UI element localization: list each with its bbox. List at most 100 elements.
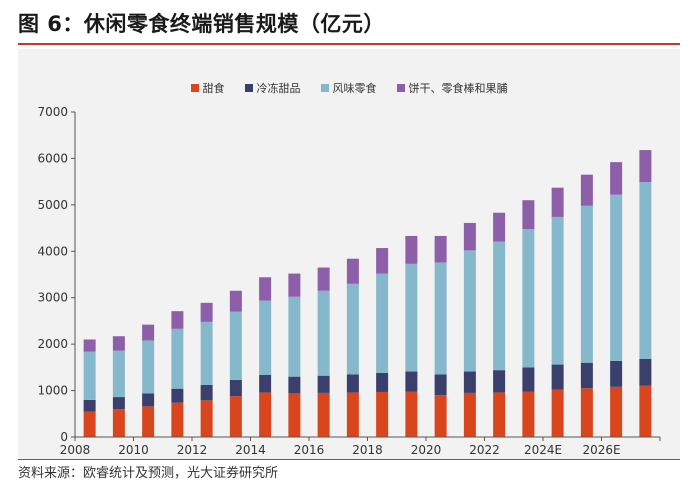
x-tick-label: 2014: [235, 443, 266, 457]
bar-segment: [142, 340, 155, 394]
bar-segment: [200, 302, 213, 322]
bar-segment: [639, 359, 652, 386]
bar-segment: [317, 290, 330, 376]
bar-segment: [551, 364, 564, 390]
x-tick-label: 2008: [60, 443, 91, 457]
bar-segment: [112, 350, 125, 398]
legend-label: 风味零食: [332, 82, 377, 95]
bar-segment: [171, 402, 184, 437]
bar-segment: [522, 200, 535, 229]
legend-label: 甜食: [202, 82, 225, 95]
bar-segment: [551, 216, 564, 365]
bar-segment: [346, 392, 359, 437]
x-tick-label: 2010: [118, 443, 149, 457]
bar-segment: [551, 187, 564, 217]
bar-segment: [200, 321, 213, 385]
y-tick-label: 5000: [37, 198, 68, 212]
y-tick-label: 4000: [37, 244, 68, 258]
bar-segment: [405, 391, 418, 437]
bar-segment: [580, 388, 593, 437]
bar-segment: [522, 391, 535, 437]
bar-segment: [522, 367, 535, 392]
bar-segment: [259, 374, 272, 393]
bar-segment: [317, 392, 330, 437]
bar-segment: [317, 375, 330, 393]
bar-segment: [610, 162, 623, 195]
bar-segment: [463, 222, 476, 251]
legend-swatch: [244, 84, 253, 92]
bar-segment: [200, 400, 213, 437]
bar-segment: [171, 388, 184, 403]
bar-segment: [346, 258, 359, 284]
bar-segment: [229, 311, 242, 380]
bar-segment: [317, 267, 330, 291]
bar-segment: [171, 311, 184, 329]
bar-segment: [142, 393, 155, 407]
chart-legend: 甜食 冷冻甜品 风味零食 饼干、零食棒和果脯: [18, 80, 680, 96]
y-tick-label: 6000: [37, 151, 68, 165]
bar-segment: [112, 409, 125, 437]
bar-segment: [405, 371, 418, 392]
bar-segment: [580, 174, 593, 206]
bar-segment: [463, 371, 476, 393]
bar-segment: [405, 235, 418, 264]
bar-segment: [288, 296, 301, 377]
bar-segment: [434, 262, 447, 375]
legend-label: 饼干、零食棒和果脯: [408, 82, 508, 95]
x-tick-label: 2020: [411, 443, 442, 457]
bar-segment: [434, 235, 447, 263]
bar-segment: [610, 386, 623, 437]
bar-segment: [229, 379, 242, 397]
x-tick-label: 2016: [294, 443, 325, 457]
bar-segment: [112, 336, 125, 351]
chart-panel: 甜食 冷冻甜品 风味零食 饼干、零食棒和果脯 0 1000 2000 3000 4000 500…: [18, 49, 680, 459]
bar-segment: [259, 277, 272, 301]
bar-segment: [376, 273, 389, 373]
legend-swatch: [320, 84, 329, 92]
y-tick-label: 2000: [37, 337, 68, 351]
bar-segment: [493, 241, 506, 371]
bar-segment: [83, 339, 96, 352]
legend-item: 冷冻甜品: [244, 80, 301, 96]
bar-segment: [83, 399, 96, 412]
legend-item: 风味零食: [320, 80, 377, 96]
bar-segment: [493, 212, 506, 242]
source-note: 资料来源：欧睿统计及预测，光大证券研究所: [18, 466, 279, 481]
figure-title: 图 6：休闲零食终端销售规模（亿元）: [18, 12, 385, 36]
bar-segment: [493, 370, 506, 393]
bar-segment: [434, 374, 447, 396]
bar-segment: [171, 328, 184, 389]
bar-segment: [112, 397, 125, 410]
bottom-rule: [18, 459, 680, 460]
bar-segment: [142, 324, 155, 341]
bar-segment: [639, 150, 652, 183]
bar-segment: [346, 374, 359, 393]
bar-segment: [83, 411, 96, 437]
bar-segment: [580, 362, 593, 389]
x-tick-label: 2024E: [524, 443, 562, 457]
bar-segment: [639, 385, 652, 437]
bar-segment: [610, 360, 623, 387]
y-tick-label: 3000: [37, 291, 68, 305]
bar-segment: [376, 248, 389, 274]
stacked-bar-chart: 0 1000 2000 3000 4000 5000 6000 7000 2008 2010 201…: [37, 105, 661, 457]
bar-segment: [288, 273, 301, 297]
title-rule: [18, 43, 680, 45]
bar-segment: [229, 290, 242, 312]
bar-segment: [376, 372, 389, 392]
bar-segment: [376, 391, 389, 437]
bar-segment: [259, 300, 272, 375]
bar-segment: [639, 182, 652, 359]
y-tick-label: 0: [60, 430, 68, 444]
bar-segment: [288, 376, 301, 394]
bar-segment: [493, 392, 506, 437]
bar-segment: [434, 395, 447, 437]
legend-item: 甜食: [190, 80, 225, 96]
bar-segment: [580, 205, 593, 363]
bar-segment: [346, 283, 359, 375]
legend-label: 冷冻甜品: [256, 82, 301, 95]
x-tick-label: 2026E: [582, 443, 620, 457]
legend-swatch: [190, 84, 199, 92]
bar-segment: [405, 263, 418, 372]
legend-item: 饼干、零食棒和果脯: [396, 80, 508, 96]
